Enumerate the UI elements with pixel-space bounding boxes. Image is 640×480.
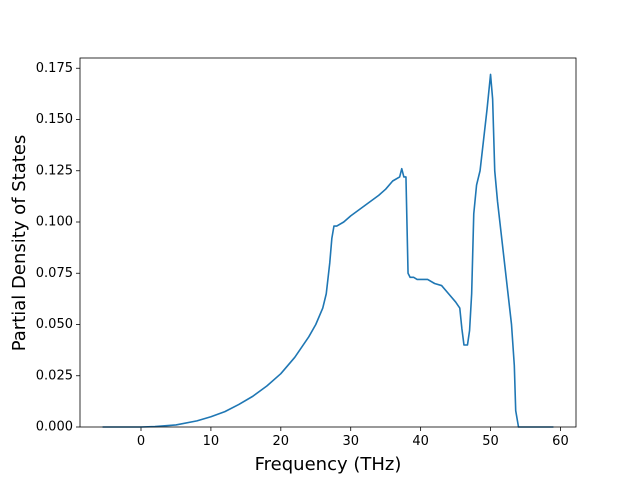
y-tick-label: 0.150 bbox=[36, 112, 73, 127]
x-tick-label: 20 bbox=[273, 434, 290, 449]
x-tick-label: 50 bbox=[482, 434, 499, 449]
x-tick-label: 0 bbox=[137, 434, 145, 449]
y-tick-label: 0.025 bbox=[36, 368, 73, 383]
y-tick-label: 0.125 bbox=[36, 163, 73, 178]
y-tick-label: 0.075 bbox=[36, 266, 73, 281]
data-line bbox=[102, 73, 554, 428]
x-tick-label: 60 bbox=[552, 434, 569, 449]
plot-frame bbox=[79, 57, 577, 428]
y-tick-label: 0.175 bbox=[36, 61, 73, 76]
y-tick-label: 0.050 bbox=[36, 317, 73, 332]
y-tick-label: 0.100 bbox=[36, 215, 73, 230]
x-tick-label: 30 bbox=[342, 434, 359, 449]
y-axis-label: Partial Density of States bbox=[9, 135, 30, 352]
x-tick-label: 40 bbox=[412, 434, 429, 449]
x-axis-label: Frequency (THz) bbox=[255, 454, 402, 475]
x-tick-label: 10 bbox=[203, 434, 220, 449]
y-tick-label: 0.000 bbox=[36, 420, 73, 435]
